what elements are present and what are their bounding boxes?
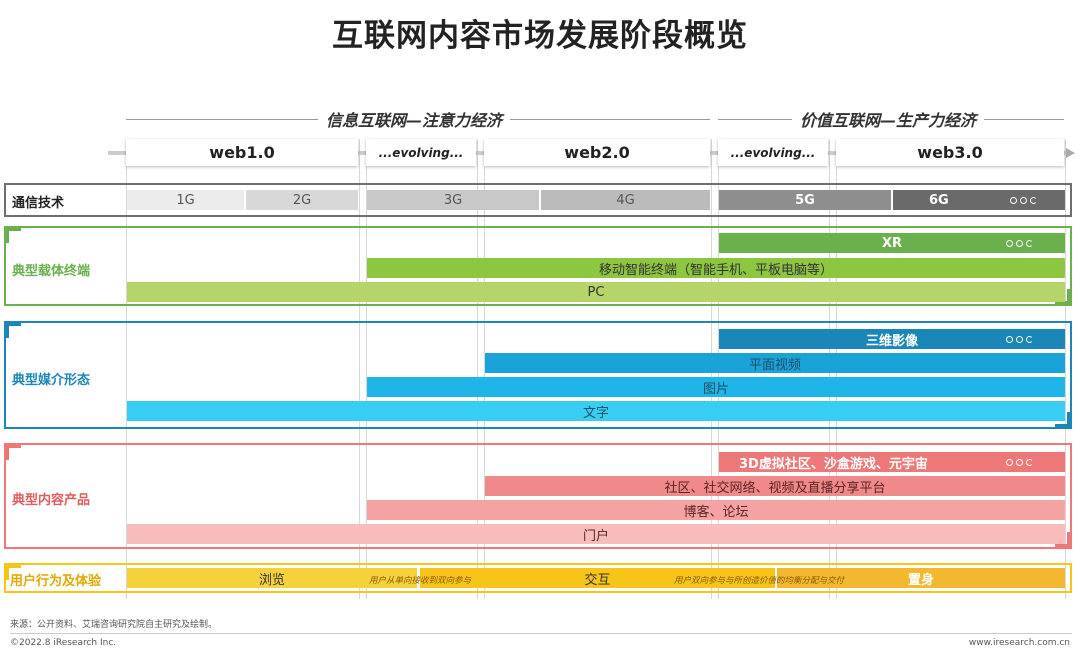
media-bar-text: 文字 [127, 401, 1065, 421]
section-media-corner-br [1055, 412, 1072, 429]
terminal-bar-mobile: 移动智能终端（智能手机、平板电脑等） [367, 258, 1065, 278]
terminal-bar-pc: PC [127, 282, 1065, 302]
more-icon [1006, 233, 1033, 253]
section-terminal-corner-br [1055, 289, 1072, 306]
section-terminal-frame [4, 226, 1072, 306]
section-media-corner [4, 321, 21, 338]
footer-source: 来源：公开资料、艾瑞咨询研究院自主研究及绘制。 [10, 620, 218, 630]
comm-bar-1g: 1G [127, 190, 244, 210]
comm-bar-6g: 6G [893, 190, 1065, 210]
media-bar-3d-label: 三维影像 [865, 333, 918, 349]
more-icon [1006, 329, 1033, 349]
section-product-corner-br [1055, 532, 1072, 549]
section-behavior-label: 用户行为及体验 [10, 574, 102, 589]
section-product-frame [4, 443, 1072, 549]
more-icon [1010, 190, 1037, 210]
behavior-transition-note-1: 用户从单向接收到双向参与 [369, 576, 472, 586]
era-label-information: 信息互联网—注意力经济 [318, 107, 511, 131]
era-label-value: 价值互联网—生产力经济 [792, 107, 985, 131]
section-comm-frame [4, 183, 1072, 217]
section-media-frame [4, 321, 1072, 429]
behavior-bar-immerse: 置身 [777, 568, 1065, 588]
product-bar-blog: 博客、论坛 [367, 500, 1065, 520]
media-bar-video: 平面视频 [485, 353, 1065, 373]
column-guide-evolving1 [366, 139, 478, 599]
media-bar-3d: 三维影像 [719, 329, 1065, 349]
comm-bar-2g: 2G [246, 190, 358, 210]
comm-bar-5g: 5G [719, 190, 891, 210]
behavior-transition-note-2: 用户双向参与与所创造价值的均衡分配与交付 [674, 576, 845, 586]
footer-copyright: ©2022.8 iResearch Inc. [10, 638, 117, 648]
product-bar-virtual-label: 3D虚拟社区、沙盒游戏、元宇宙 [739, 456, 928, 472]
timeline-arrow-icon [1066, 148, 1075, 158]
product-bar-portal: 门户 [127, 524, 1065, 544]
section-media-label: 典型媒介形态 [12, 373, 91, 388]
section-terminal-label: 典型载体终端 [12, 264, 91, 279]
stage-evolving-1: ...evolving... [366, 139, 476, 166]
terminal-bar-xr-label: XR [881, 235, 903, 251]
product-bar-virtual: 3D虚拟社区、沙盒游戏、元宇宙 [719, 452, 1065, 472]
comm-bar-6g-label: 6G [929, 192, 949, 208]
column-guide-web1 [126, 139, 360, 599]
footer-divider [10, 633, 1072, 634]
stage-web3: web3.0 [836, 139, 1064, 166]
section-terminal-corner [4, 226, 21, 243]
section-behavior-corner [4, 563, 21, 580]
stage-evolving-2: ...evolving... [718, 139, 828, 166]
comm-bar-4g: 4G [541, 190, 710, 210]
media-bar-image: 图片 [367, 377, 1065, 397]
behavior-bar-browse: 浏览 [127, 568, 417, 588]
more-icon [1006, 452, 1033, 472]
comm-bar-3g: 3G [367, 190, 539, 210]
footer-website: www.iresearch.com.cn [968, 638, 1070, 648]
terminal-bar-xr: XR [719, 233, 1065, 253]
section-product-label: 典型内容产品 [12, 493, 91, 508]
section-product-corner [4, 443, 21, 460]
behavior-bar-interact: 交互 [420, 568, 775, 588]
page-title: 互联网内容市场发展阶段概览 [332, 18, 748, 54]
stage-web1: web1.0 [126, 139, 358, 166]
section-comm-label: 通信技术 [12, 196, 65, 211]
stage-web2: web2.0 [484, 139, 710, 166]
product-bar-social: 社区、社交网络、视频及直播分享平台 [485, 476, 1065, 496]
